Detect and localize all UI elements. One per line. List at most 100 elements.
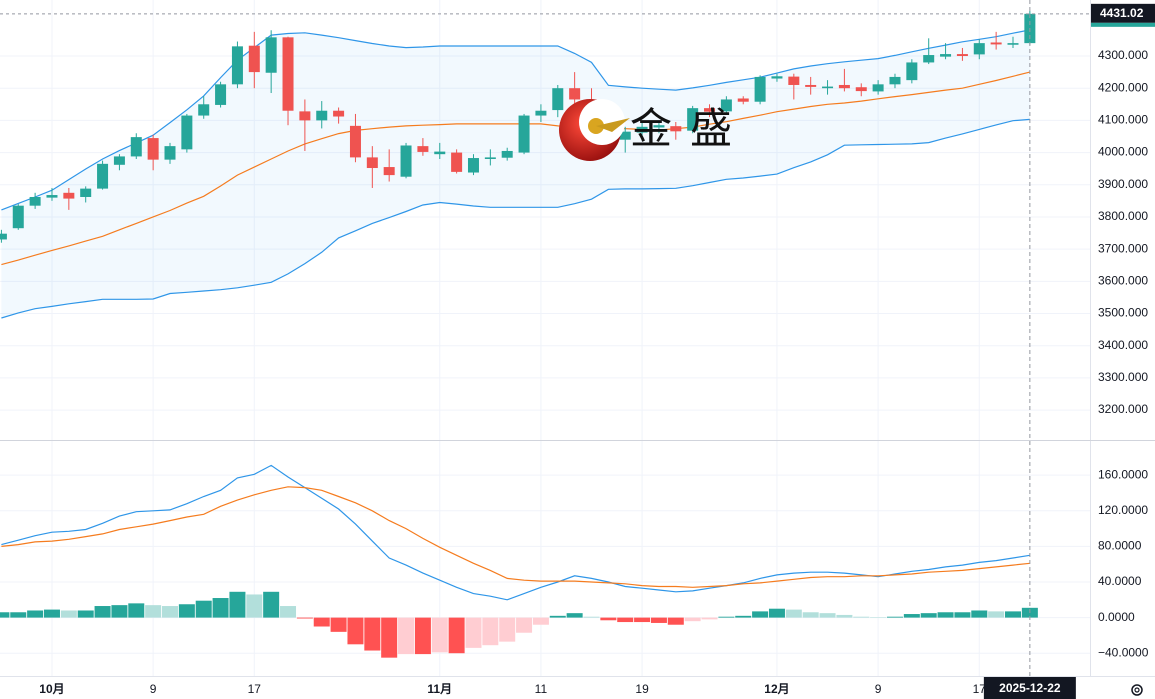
y-tick-label: 3800.000 [1098, 209, 1148, 223]
y-tick-label: 3600.000 [1098, 273, 1148, 287]
candle-body [990, 42, 1002, 45]
x-tick-label: 11月 [427, 682, 452, 696]
x-tick-label: 12月 [764, 682, 789, 696]
y-tick-label: 3500.000 [1098, 306, 1148, 320]
histogram-bar [313, 617, 330, 627]
band-line [1, 71, 1031, 266]
histogram-bar [903, 614, 920, 618]
histogram-bar [532, 617, 549, 625]
histogram-bar [246, 594, 263, 618]
candle-body [687, 108, 699, 131]
candle-body [906, 62, 918, 81]
histogram-bar [937, 612, 954, 618]
y-tick-label: 120.0000 [1098, 503, 1148, 517]
logo-wing [596, 118, 630, 132]
candle-body [552, 88, 564, 111]
y-tick-label: 4100.000 [1098, 113, 1148, 127]
histogram-bar [819, 613, 836, 618]
candle-body [231, 46, 243, 85]
histogram-bar [886, 616, 903, 618]
candle-body [349, 125, 361, 158]
candle-body [923, 55, 935, 63]
histogram-bar [414, 617, 431, 655]
histogram-bar [145, 605, 162, 618]
last-price-box [1091, 3, 1155, 23]
candle-body [636, 126, 648, 133]
y-tick-label: −40.0000 [1098, 645, 1149, 659]
histogram-bar [1005, 611, 1021, 618]
y-tick-label: 3200.000 [1098, 402, 1148, 416]
candle-body [889, 76, 901, 85]
histogram-bar [684, 617, 701, 622]
candle-body [754, 76, 766, 102]
histogram-bar [617, 617, 634, 623]
candle-body [670, 126, 682, 132]
candle-body [63, 192, 75, 199]
histogram-bar [212, 598, 229, 618]
candle-body [653, 125, 665, 128]
candle-body [872, 84, 884, 92]
candle-body [771, 76, 783, 79]
candle-body [805, 84, 817, 87]
histogram-bar [77, 610, 94, 618]
candle-body [822, 86, 834, 89]
candle-body [838, 84, 850, 89]
candle-body [29, 196, 41, 206]
y-tick-label: 80.0000 [1098, 539, 1142, 553]
y-tick-label: 4000.000 [1098, 145, 1148, 159]
candle-body [940, 54, 952, 57]
macd-line [1, 464, 1030, 601]
band-line [1, 29, 1031, 211]
x-tick-label: 11 [535, 682, 548, 696]
candle-body [569, 88, 581, 100]
histogram-bar [768, 608, 785, 618]
histogram-bar [398, 617, 415, 655]
histogram-bar [600, 617, 617, 621]
candle-body [299, 111, 311, 121]
histogram-bar [448, 617, 465, 654]
candle-body [147, 138, 159, 160]
candle-body [12, 205, 24, 229]
histogram-bar [752, 611, 769, 618]
candle-body [97, 163, 109, 189]
watermark-logo [559, 99, 630, 161]
candle-body [400, 145, 412, 177]
histogram-bar [296, 617, 313, 619]
histogram-bar [280, 606, 297, 618]
y-tick-label: 3400.000 [1098, 338, 1148, 352]
histogram-bar [634, 617, 651, 623]
candle-body [333, 110, 345, 117]
candle-body [417, 146, 429, 152]
histogram-bar [465, 617, 482, 648]
price-axis-bg [1090, 0, 1155, 699]
crosshair-date-label: 2025-12-22 [999, 681, 1061, 695]
histogram-bar [381, 617, 398, 658]
histogram-bar [971, 610, 988, 618]
candle-body [282, 37, 294, 111]
candle-body [0, 233, 7, 240]
candle-body [501, 150, 513, 158]
candle-body [451, 152, 463, 172]
histogram-bar [347, 617, 364, 645]
histogram-bar [650, 617, 667, 623]
candle-body [265, 37, 277, 73]
y-tick-label: 3700.000 [1098, 241, 1148, 255]
candle-body [518, 115, 530, 153]
x-tick-label: 10月 [39, 682, 64, 696]
histogram-bar [920, 613, 937, 618]
candle-body [164, 146, 176, 160]
candle-body [215, 84, 227, 105]
histogram-bar [549, 615, 566, 618]
candle-body [181, 115, 193, 150]
histogram-bar [667, 617, 684, 625]
histogram-bar [178, 604, 195, 618]
histogram-bar [229, 591, 246, 618]
watermark-text: 金盛 [630, 105, 750, 152]
crosshair-date-box [983, 677, 1076, 699]
x-tick-label: 17 [973, 682, 987, 696]
settings-icon[interactable] [1131, 684, 1143, 696]
plot [0, 10, 1038, 658]
histogram-bar [330, 617, 347, 632]
